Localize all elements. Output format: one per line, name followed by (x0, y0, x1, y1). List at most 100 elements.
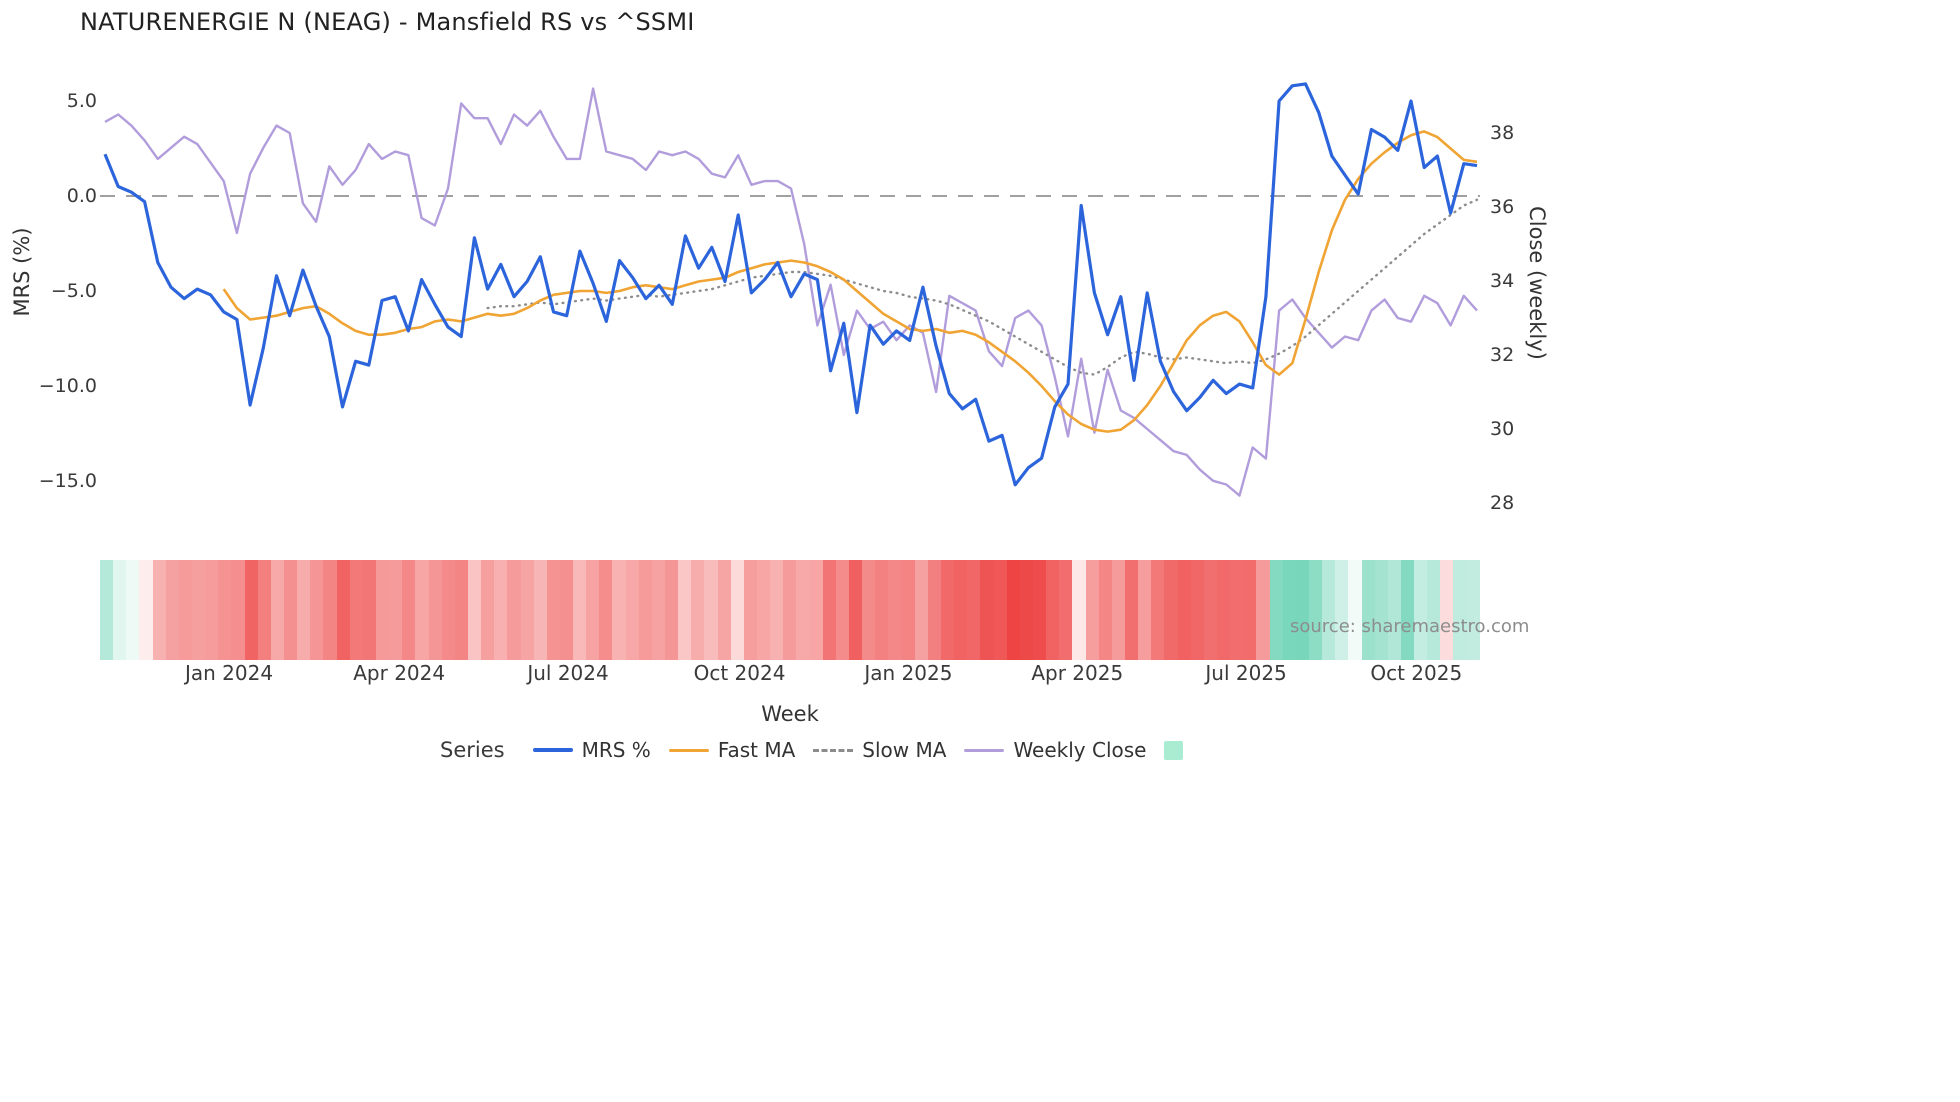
heatmap-cell (1124, 560, 1139, 660)
heatmap-cell (849, 560, 863, 660)
heatmap-cell (796, 560, 810, 660)
x-axis-tick-label: Oct 2024 (693, 661, 786, 685)
heatmap-cell (1269, 560, 1283, 660)
x-axis-tick-label: Jan 2025 (864, 661, 953, 685)
x-axis-tick-label: Apr 2025 (1031, 661, 1124, 685)
heatmap-cell (822, 560, 836, 660)
heatmap-cell (875, 560, 889, 660)
heatmap-cell (1098, 560, 1112, 660)
legend-swatch (813, 748, 854, 752)
heatmap-cell (1400, 560, 1415, 660)
heatmap-cell (888, 560, 902, 660)
right-axis-tick-label: 38 (1490, 122, 1515, 144)
heatmap-cell (362, 560, 376, 660)
heatmap-cell (678, 560, 692, 660)
heatmap-cell (283, 560, 298, 660)
x-axis-tick-label: Apr 2024 (353, 661, 446, 685)
legend-item-heatmap (1164, 740, 1184, 760)
heatmap-cell (1414, 560, 1428, 660)
heatmap-cell (494, 560, 508, 660)
legend-label: Weekly Close (1013, 738, 1147, 762)
heatmap-cell (1216, 560, 1231, 660)
heatmap-cell (573, 560, 587, 660)
right-axis-tick-label: 28 (1490, 492, 1515, 514)
x-axis-tick-label: Jul 2024 (527, 661, 609, 685)
mrs-heatmap-strip (100, 560, 1480, 660)
heatmap-cell (349, 560, 363, 660)
right-axis-title: Close (weekly) (1525, 206, 1549, 360)
legend-title: Series (440, 738, 505, 762)
heatmap-cell (809, 560, 823, 660)
legend-item-slow-ma: Slow MA (813, 738, 946, 762)
heatmap-cell (1453, 560, 1467, 660)
heatmap-cell (441, 560, 455, 660)
heatmap-cell (520, 560, 534, 660)
heatmap-cell (1006, 560, 1020, 660)
heatmap-cell (835, 560, 850, 660)
legend-item-fast-ma: Fast MA (668, 738, 795, 762)
heatmap-cell (257, 560, 271, 660)
heatmap-cell (205, 560, 219, 660)
heatmap-cell (599, 560, 613, 660)
chart-title: NATURENERGIE N (NEAG) - Mansfield RS vs … (80, 8, 695, 36)
heatmap-cell (1387, 560, 1401, 660)
heatmap-cell (1138, 560, 1152, 660)
series-line-mrs (103, 82, 1478, 487)
heatmap-cell (126, 560, 140, 660)
heatmap-cell (1295, 560, 1309, 660)
heatmap-cell (1190, 560, 1204, 660)
heatmap-cell (297, 560, 311, 660)
heatmap-cell (941, 560, 955, 660)
heatmap-cell (1374, 560, 1388, 660)
left-axis-tick-label: 0.0 (66, 185, 97, 207)
heatmap-cell (546, 560, 560, 660)
x-axis-title: Week (761, 702, 819, 726)
series-line-fast-ma (222, 130, 1478, 433)
heatmap-cell (428, 560, 442, 660)
heatmap-cell (481, 560, 495, 660)
heatmap-cell (218, 560, 232, 660)
legend-items: MRS % Fast MA Slow MA Weekly Close (532, 738, 1184, 762)
heatmap-cell (1177, 560, 1191, 660)
heatmap-cell (1203, 560, 1217, 660)
x-axis-tick-label: Jul 2025 (1205, 661, 1287, 685)
heatmap-cell (1322, 560, 1336, 660)
heatmap-cell (980, 560, 994, 660)
legend-swatch (668, 748, 709, 752)
heatmap-cell (1361, 560, 1375, 660)
heatmap-legend-swatch (1164, 740, 1184, 760)
left-axis-tick-label: −10.0 (38, 375, 97, 397)
legend-item-weekly-close: Weekly Close (964, 738, 1146, 762)
heatmap-cell (993, 560, 1007, 660)
heatmap-cell (1466, 560, 1480, 660)
heatmap-cell (743, 560, 758, 660)
legend-label: MRS % (581, 738, 651, 762)
left-axis-tick-label: 5.0 (66, 90, 97, 112)
heatmap-cell (862, 560, 876, 660)
x-axis-tick-label: Jan 2024 (184, 661, 274, 685)
heatmap-cell (559, 560, 574, 660)
legend-item-mrs: MRS % (532, 738, 651, 762)
heatmap-cell (467, 560, 482, 660)
heatmap-cell (336, 560, 350, 660)
legend: Series MRS % Fast MA Slow MA Weekly Close (440, 738, 1184, 762)
heatmap-cell (1282, 560, 1296, 660)
x-axis-tick-label: Oct 2025 (1370, 661, 1463, 685)
heatmap-cell (231, 560, 245, 660)
heatmap-cell (1243, 560, 1257, 660)
heatmap-cell (770, 560, 784, 660)
left-axis-tick-label: −5.0 (50, 280, 97, 302)
right-axis-tick-label: 30 (1490, 418, 1515, 440)
right-axis-tick-label: 32 (1490, 344, 1515, 366)
heatmap-cell (691, 560, 705, 660)
heatmap-cell (757, 560, 771, 660)
heatmap-cell (730, 560, 744, 660)
heatmap-cell (454, 560, 468, 660)
heatmap-cell (927, 560, 941, 660)
heatmap-cell (152, 560, 166, 660)
heatmap-cell (310, 560, 324, 660)
heatmap-cell (139, 560, 153, 660)
heatmap-cell (954, 560, 968, 660)
